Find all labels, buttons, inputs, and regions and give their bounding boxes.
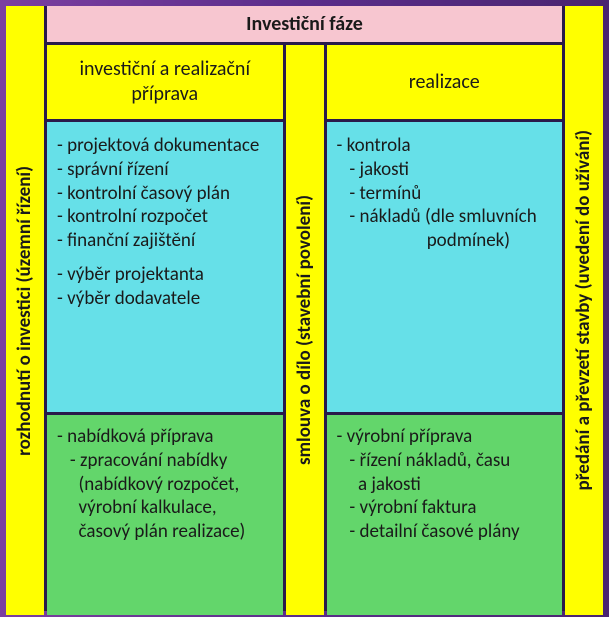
title-cell: Investiční fáze <box>47 6 562 42</box>
list-item: - finanční zajištění <box>57 229 259 253</box>
list-item: - řízení nákladů, času <box>337 449 520 473</box>
col2-green: - výrobní příprava - řízení nákladů, čas… <box>327 415 563 615</box>
list-item: a jakosti <box>337 473 520 497</box>
list-item: (nabídkový rozpočet, <box>57 473 245 497</box>
list-item: - výběr dodavatele <box>57 287 259 311</box>
list-item: - výrobní příprava <box>337 425 520 449</box>
title-label: Investiční fáze <box>246 12 363 37</box>
list-item: - nabídková příprava <box>57 425 245 449</box>
list-item <box>57 253 259 263</box>
list-item: - projektová dokumentace <box>57 134 259 158</box>
list-item: - zpracování nabídky <box>57 449 245 473</box>
list-item: - výrobní faktura <box>337 496 520 520</box>
list-item: - detailní časové plány <box>337 520 520 544</box>
list-item: - kontrola <box>337 134 537 158</box>
vertical-mid: smlouva o dílo (stavební povolení) <box>286 45 324 615</box>
col1-header-label: investiční a realizační příprava <box>51 57 279 107</box>
col1-green: - nabídková příprava - zpracování nabídk… <box>47 415 283 615</box>
diagram-grid: rozhodnutí o investici (územní řízení) I… <box>6 6 603 611</box>
col2-cyan: - kontrola - jakosti - termínů - nákladů… <box>327 122 563 412</box>
list-item: - výběr projektanta <box>57 263 259 287</box>
list-item: - termínů <box>337 182 537 206</box>
col2-cyan-lines: - kontrola - jakosti - termínů - nákladů… <box>337 134 537 253</box>
vertical-right: předání a převzetí stavby (uvedení do už… <box>565 6 603 615</box>
list-item: - správní řízení <box>57 158 259 182</box>
col1-header: investiční a realizační příprava <box>47 45 283 119</box>
list-item: časový plán realizace) <box>57 520 245 544</box>
list-item: výrobní kalkulace, <box>57 496 245 520</box>
list-item: - kontrolní rozpočet <box>57 205 259 229</box>
vertical-left: rozhodnutí o investici (územní řízení) <box>6 6 44 615</box>
vertical-right-label: předání a převzetí stavby (uvedení do už… <box>572 130 596 490</box>
col1-cyan-lines: - projektová dokumentace- správní řízení… <box>57 134 259 310</box>
list-item: - jakosti <box>337 158 537 182</box>
list-item: podmínek) <box>337 229 537 253</box>
diagram-frame: rozhodnutí o investici (územní řízení) I… <box>0 0 609 617</box>
list-item: - kontrolní časový plán <box>57 182 259 206</box>
col2-header-label: realizace <box>409 70 480 95</box>
vertical-mid-label: smlouva o dílo (stavební povolení) <box>293 195 317 465</box>
col2-header: realizace <box>327 45 563 119</box>
col2-green-lines: - výrobní příprava - řízení nákladů, čas… <box>337 425 520 544</box>
col1-green-lines: - nabídková příprava - zpracování nabídk… <box>57 425 245 544</box>
col1-cyan: - projektová dokumentace- správní řízení… <box>47 122 283 412</box>
vertical-left-label: rozhodnutí o investici (územní řízení) <box>13 166 37 456</box>
list-item: - nákladů (dle smluvních <box>337 205 537 229</box>
